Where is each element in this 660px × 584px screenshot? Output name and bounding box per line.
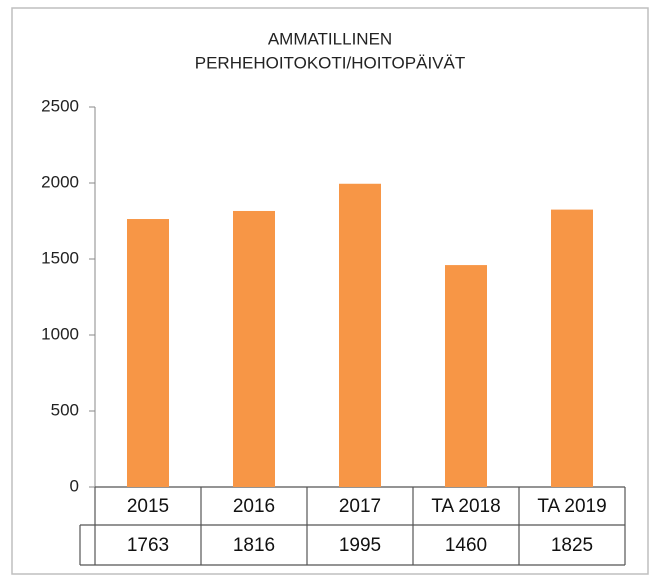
x-tick-label: TA 2019 <box>537 496 606 517</box>
bar <box>127 219 169 488</box>
bar <box>551 209 593 487</box>
y-tick-label: 2000 <box>41 172 79 191</box>
bar <box>233 210 275 487</box>
table-value: 1816 <box>233 535 275 556</box>
y-tick-label: 1500 <box>41 248 79 267</box>
table-value: 1825 <box>551 535 593 556</box>
y-tick-label: 2500 <box>41 96 79 115</box>
table-value: 1995 <box>339 535 381 556</box>
x-tick-label: 2017 <box>339 496 381 517</box>
chart-title: AMMATILLINEN <box>268 29 392 48</box>
x-tick-label: 2016 <box>233 496 275 517</box>
y-tick-label: 0 <box>70 476 79 495</box>
chart-title: PERHEHOITOKOTI/HOITOPÄIVÄT <box>195 53 465 72</box>
y-tick-label: 1000 <box>41 324 79 343</box>
table-value: 1763 <box>127 535 169 556</box>
y-tick-label: 500 <box>51 400 79 419</box>
x-tick-label: TA 2018 <box>431 496 500 517</box>
chart-frame <box>11 7 649 575</box>
bar <box>445 265 487 487</box>
table-value: 1460 <box>445 535 487 556</box>
x-tick-label: 2015 <box>127 496 169 517</box>
bar <box>339 183 381 487</box>
